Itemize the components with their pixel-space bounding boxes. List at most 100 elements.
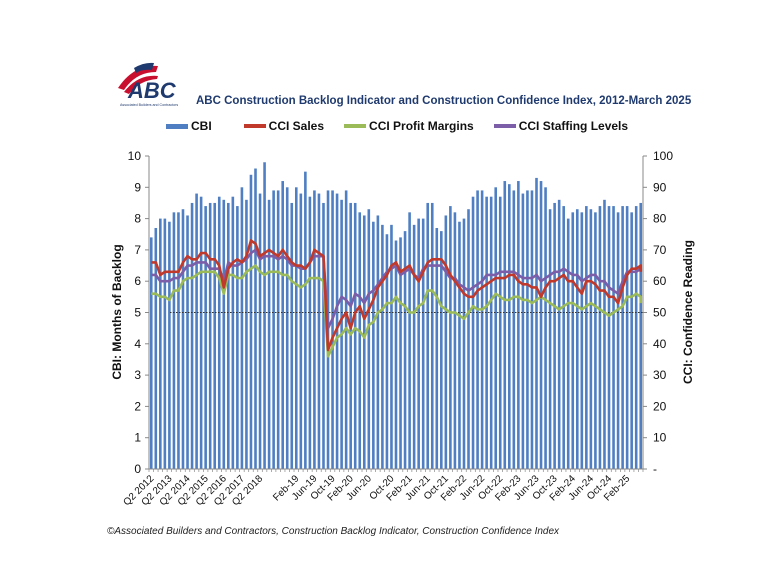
- y2-tick-label: 20: [653, 399, 667, 413]
- cbi-bar: [267, 199, 271, 469]
- logo-star-field: [134, 62, 154, 73]
- cbi-bar: [612, 206, 615, 469]
- cbi-bar: [299, 193, 303, 469]
- cci-lines: [151, 239, 643, 358]
- cbi-bar: [467, 209, 470, 469]
- cbi-bar: [367, 209, 371, 469]
- cbi-bar: [616, 212, 620, 469]
- cbi-bar: [240, 187, 244, 470]
- cbi-bar: [385, 234, 389, 469]
- legend-item-cbi: CBI: [166, 119, 212, 133]
- legend-label-cci-sales: CCI Sales: [268, 119, 325, 133]
- legend-swatch-cci-staffing: [493, 124, 516, 128]
- cbi-bar: [539, 181, 543, 470]
- y-tick-label: 3: [134, 368, 141, 382]
- cbi-bar: [440, 231, 443, 469]
- y-tick-label: 5: [134, 306, 141, 320]
- cbi-bar: [390, 224, 393, 469]
- cbi-bar: [154, 227, 158, 469]
- legend-label-cci-profit: CCI Profit Margins: [369, 119, 474, 133]
- cbi-bar: [172, 212, 176, 469]
- legend-swatch-cci-profit: [344, 124, 367, 128]
- cbi-bar: [557, 199, 561, 469]
- y2-tick-label: 50: [653, 306, 667, 320]
- cbi-bar: [222, 199, 226, 469]
- legend-item-cci-sales: CCI Sales: [243, 119, 325, 133]
- cbi-bar: [290, 202, 294, 469]
- cbi-bar: [426, 202, 430, 469]
- cbi-bar: [349, 202, 352, 469]
- cbi-bar: [249, 174, 253, 469]
- cbi-bar: [272, 190, 275, 469]
- cbi-bar: [163, 218, 167, 469]
- cbi-bar: [607, 206, 611, 469]
- y-tick-label: 6: [134, 274, 141, 288]
- cbi-bar: [571, 212, 575, 469]
- y2-axis-title: CCI: Confidence Reading: [681, 240, 695, 384]
- cbi-bar: [281, 181, 284, 470]
- y2-tick-label: 30: [653, 368, 667, 382]
- footnote: ©Associated Builders and Contractors, Co…: [107, 526, 560, 537]
- cbi-bar: [471, 196, 475, 469]
- cbi-bar: [381, 224, 384, 469]
- cbi-bar: [372, 221, 375, 469]
- cbi-bar: [489, 196, 493, 469]
- abc-logo: ABC Associated Builders and Contractors: [114, 58, 194, 108]
- logo-text: ABC: [127, 78, 177, 103]
- cbi-bar: [639, 202, 643, 469]
- y2-tick-label: 90: [653, 180, 667, 194]
- cbi-bar: [430, 202, 434, 469]
- cbi-bar: [444, 215, 448, 469]
- cci-profit-margins-line: [151, 264, 643, 358]
- cbi-bar: [254, 168, 257, 469]
- cbi-bar: [399, 237, 402, 469]
- cbi-bar: [199, 196, 203, 469]
- cbi-bar: [181, 209, 185, 469]
- y-tick-label: 8: [134, 212, 141, 226]
- y-tick-label: 0: [134, 462, 141, 476]
- cbi-bar: [417, 218, 420, 469]
- legend-label-cbi: CBI: [191, 119, 212, 133]
- cbi-bar: [634, 206, 638, 469]
- cbi-bar: [503, 181, 507, 470]
- cbi-bar: [335, 193, 339, 469]
- cbi-bar: [575, 209, 579, 469]
- y2-tick-label: -: [653, 462, 657, 476]
- cbi-bar: [362, 215, 366, 469]
- cbi-bar: [530, 190, 534, 469]
- cbi-bar: [168, 221, 171, 469]
- cci-staffing-levels-line: [151, 248, 643, 330]
- cbi-bar: [548, 209, 552, 469]
- chart-title: ABC Construction Backlog Indicator and C…: [196, 95, 692, 107]
- cbi-bar: [625, 206, 629, 469]
- cbi-bar: [517, 181, 520, 470]
- cbi-bar: [186, 215, 189, 469]
- cbi-bar: [566, 218, 570, 469]
- y2-tick-label: 70: [653, 243, 667, 257]
- cbi-bar: [177, 212, 180, 469]
- cbi-bar: [562, 206, 565, 469]
- cbi-bar: [285, 187, 289, 470]
- cbi-bar: [485, 196, 488, 469]
- y2-tick-label: 40: [653, 337, 667, 351]
- cbi-bar: [376, 215, 380, 469]
- cbi-bar: [245, 199, 248, 469]
- cbi-bar: [508, 184, 511, 470]
- cbi-bar: [190, 202, 194, 469]
- y-tick-label: 10: [128, 149, 142, 163]
- y2-tick-label: 100: [653, 149, 673, 163]
- cbi-bar: [408, 212, 411, 469]
- logo-stripe-red-2: [124, 75, 158, 94]
- cci-sales-line: [151, 239, 643, 352]
- cbi-bar: [258, 193, 262, 469]
- cbi-bar: [535, 177, 538, 469]
- cbi-bar: [403, 231, 407, 469]
- cbi-bar: [435, 227, 439, 469]
- cbi-bar: [353, 202, 357, 469]
- cbi-bar: [263, 162, 266, 469]
- cbi-bar: [208, 202, 212, 469]
- cbi-bar: [521, 193, 525, 469]
- y2-tick-label: 60: [653, 274, 667, 288]
- cbi-bar: [498, 196, 502, 469]
